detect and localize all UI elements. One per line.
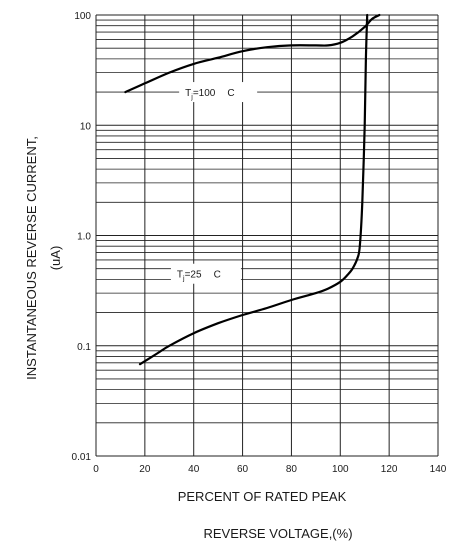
x-axis-title-line1: PERCENT OF RATED PEAK xyxy=(178,489,347,504)
y-tick-label: 0.01 xyxy=(72,452,92,463)
x-tick-label: 80 xyxy=(286,464,298,475)
y-tick-label: 10 xyxy=(80,121,92,132)
y-tick-label: 1.0 xyxy=(77,232,91,243)
series-line xyxy=(124,13,381,94)
series-label: Tj=100 C xyxy=(185,88,234,101)
x-tick-label: 100 xyxy=(332,464,349,475)
y-axis-title-line2: (uA) xyxy=(48,246,63,271)
x-axis-title-line2: REVERSE VOLTAGE,(%) xyxy=(203,526,352,541)
y-axis-title-line1: INSTANTANEOUS REVERSE CURRENT, xyxy=(24,136,39,380)
chart-grid xyxy=(95,14,439,457)
x-tick-label: 40 xyxy=(188,464,200,475)
y-tick-label: 0.1 xyxy=(77,342,91,353)
x-tick-label: 20 xyxy=(139,464,151,475)
series-label-background xyxy=(179,82,258,103)
chart-ticks: 0 20 40 60 80 100 120 140 0.01 0.1 1.0 10 100 xyxy=(72,11,447,475)
chart-annotations: Tj=100 C Tj=25 C xyxy=(170,82,258,284)
x-tick-label: 0 xyxy=(93,464,99,475)
x-tick-label: 120 xyxy=(381,464,398,475)
y-tick-label: 100 xyxy=(74,11,91,22)
series-label-background xyxy=(170,263,241,284)
chart-curves xyxy=(124,13,381,366)
series-line xyxy=(138,13,369,366)
x-tick-label: 60 xyxy=(237,464,249,475)
x-tick-label: 140 xyxy=(430,464,447,475)
series-label: Tj=25 C xyxy=(177,270,221,283)
